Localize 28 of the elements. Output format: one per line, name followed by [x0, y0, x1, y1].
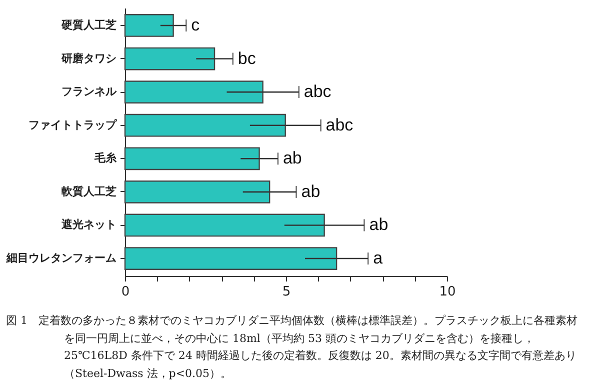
- bar: [124, 247, 338, 270]
- bar: [124, 180, 270, 204]
- bar: [124, 114, 286, 137]
- y-tick-label: 細目ウレタンフォーム: [6, 252, 116, 265]
- data-label: abc: [304, 82, 332, 102]
- y-tick-label: 毛糸: [94, 152, 118, 165]
- data-label: ab: [369, 215, 388, 234]
- data-label: abc: [326, 115, 354, 134]
- x-tick-label: 5: [282, 284, 291, 300]
- data-label: ab: [282, 148, 302, 168]
- data-label: a: [373, 248, 384, 268]
- bar: [124, 47, 216, 70]
- x-tick-label: 10: [439, 284, 456, 300]
- x-tick-label: 0: [121, 284, 130, 300]
- data-label: ab: [301, 182, 320, 201]
- y-tick-label: 研磨タワシ: [60, 52, 116, 65]
- y-tick-label: 遮光ネット: [60, 218, 116, 232]
- y-tick-label: 硬質人工芝: [60, 18, 116, 32]
- bar: [124, 80, 264, 104]
- data-label: bc: [238, 48, 256, 68]
- bar: [124, 14, 174, 37]
- y-tick-label: フランネル: [62, 85, 118, 98]
- y-tick-label: 軟質人工芝: [60, 184, 116, 198]
- y-tick-label: ファイトトラップ: [28, 118, 118, 132]
- bar: [124, 147, 260, 170]
- data-label: c: [191, 15, 200, 34]
- caption: 図 1 定着数の多かった８素材でのミヤコカブリダニ平均個体数（横棒は標準誤差）。プラスチック板上に各種素材を同一円周上に並べ，その中心に 18ml（平均約 53 頭のミヤコカブリダニを含む）を接種し，25℃16L8D 条件下で 24 時間経過した後の定着数。反復数は 20。素材間の異なる文字間で有意差あり（Steel-Dwass 法，p<0.05）。: [6, 313, 578, 382]
- bar: [124, 214, 325, 237]
